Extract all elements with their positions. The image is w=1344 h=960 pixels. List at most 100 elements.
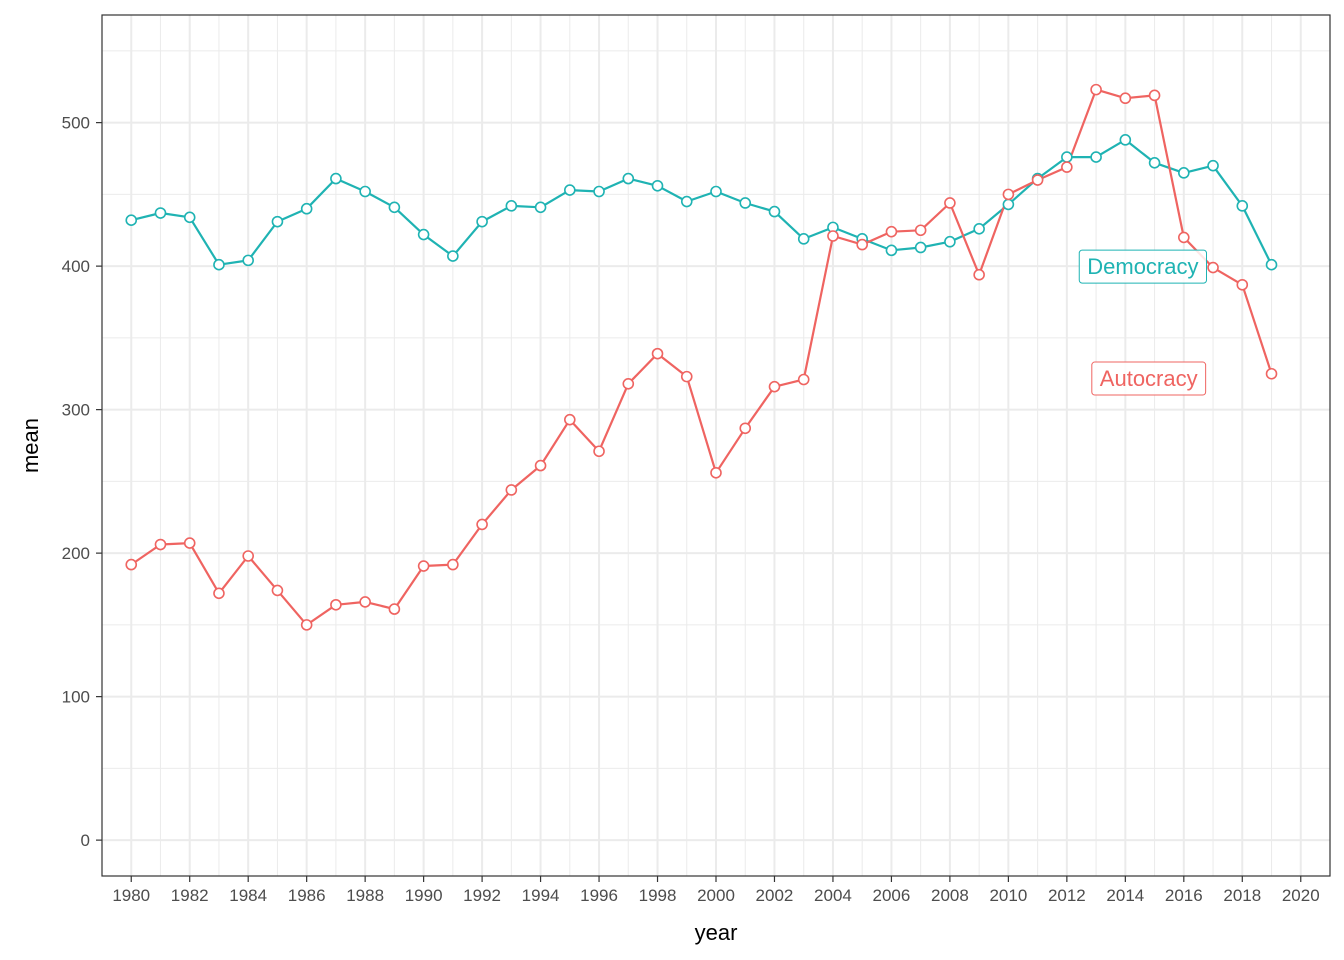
data-point-democracy: [271, 215, 284, 228]
data-point-democracy: [651, 179, 664, 192]
x-tick-label: 1986: [288, 886, 326, 905]
data-point-autocracy: [651, 347, 664, 360]
data-point-democracy: [593, 185, 605, 198]
data-point-democracy: [534, 201, 547, 214]
data-point-autocracy: [534, 459, 547, 472]
data-point-autocracy: [680, 370, 693, 383]
x-tick-label: 2014: [1106, 886, 1144, 905]
data-point-democracy: [1061, 151, 1073, 163]
data-point-autocracy: [505, 484, 518, 496]
data-point-democracy: [1265, 258, 1278, 271]
series-label-democracy: Democracy: [1078, 249, 1208, 284]
x-tick-label: 1984: [229, 886, 267, 905]
data-point-autocracy: [242, 550, 254, 562]
data-point-democracy: [1148, 157, 1161, 169]
x-tick-label: 1996: [580, 886, 618, 905]
data-point-democracy: [1119, 134, 1132, 146]
data-point-autocracy: [1002, 188, 1015, 201]
data-point-autocracy: [1148, 89, 1161, 102]
data-point-democracy: [300, 202, 313, 215]
series-label-box: [1078, 249, 1208, 284]
data-point-autocracy: [856, 238, 868, 251]
x-tick-label: 1982: [171, 886, 209, 905]
data-point-autocracy: [797, 373, 810, 386]
data-point-democracy: [622, 172, 635, 185]
data-point-autocracy: [330, 598, 342, 611]
series-label-box: [1091, 361, 1207, 396]
data-point-autocracy: [1236, 278, 1249, 291]
series-label-text: Autocracy: [1100, 366, 1198, 391]
data-point-autocracy: [1090, 83, 1102, 96]
data-point-autocracy: [388, 603, 401, 615]
data-point-democracy: [242, 254, 254, 267]
data-points: [125, 83, 1278, 631]
data-point-democracy: [505, 200, 518, 212]
data-point-autocracy: [1207, 261, 1219, 274]
data-point-autocracy: [768, 380, 781, 393]
series-label-text: Democracy: [1087, 254, 1198, 279]
data-point-democracy: [739, 197, 752, 209]
data-point-democracy: [768, 205, 781, 218]
data-point-democracy: [885, 244, 898, 257]
grid-lines: [101, 15, 1331, 876]
data-point-democracy: [680, 195, 693, 208]
x-tick-label: 2008: [931, 886, 969, 905]
data-point-democracy: [125, 214, 138, 227]
y-tick-label: 100: [62, 688, 90, 707]
data-point-autocracy: [1265, 367, 1278, 380]
y-tick-label: 500: [62, 114, 90, 133]
y-axis-title: mean: [18, 418, 43, 473]
y-tick-label: 0: [81, 831, 90, 850]
x-tick-label: 2000: [697, 886, 735, 905]
x-tick-label: 2012: [1048, 886, 1086, 905]
data-point-autocracy: [1061, 161, 1073, 173]
series-line-democracy: [130, 138, 1273, 266]
data-point-autocracy: [359, 596, 371, 608]
y-tick-label: 200: [62, 544, 90, 563]
x-tick-label: 1994: [522, 886, 560, 905]
data-point-democracy: [330, 172, 342, 185]
data-point-democracy: [417, 228, 430, 241]
data-point-autocracy: [271, 584, 284, 597]
data-point-democracy: [797, 233, 810, 245]
x-tick-label: 2004: [814, 886, 852, 905]
x-tick-label: 2006: [873, 886, 911, 905]
data-point-democracy: [447, 250, 459, 262]
series-lines: [130, 88, 1273, 626]
data-point-democracy: [973, 223, 985, 235]
data-point-autocracy: [827, 230, 839, 242]
data-point-autocracy: [710, 466, 722, 479]
data-point-democracy: [213, 258, 225, 271]
data-point-democracy: [154, 207, 167, 219]
x-tick-label: 2010: [989, 886, 1027, 905]
x-tick-label: 1992: [463, 886, 501, 905]
data-point-autocracy: [885, 225, 898, 238]
data-point-autocracy: [564, 413, 576, 426]
data-point-democracy: [388, 201, 401, 214]
series-line-autocracy: [130, 88, 1273, 626]
axes: 1980 1982 1984 1986 1988 1990 1992 1994 1996 1998…: [62, 14, 1331, 905]
y-tick-label: 400: [62, 257, 90, 276]
x-tick-label: 1998: [639, 886, 677, 905]
data-point-autocracy: [417, 560, 430, 572]
data-point-autocracy: [593, 445, 605, 458]
data-point-democracy: [1002, 198, 1015, 211]
data-point-autocracy: [944, 197, 956, 209]
x-tick-label: 1980: [112, 886, 150, 905]
data-point-democracy: [564, 184, 576, 196]
data-point-democracy: [944, 235, 956, 248]
data-point-autocracy: [914, 224, 927, 237]
data-point-democracy: [914, 241, 927, 254]
data-point-autocracy: [183, 537, 196, 549]
data-point-autocracy: [125, 558, 138, 571]
data-point-democracy: [1090, 151, 1102, 163]
data-point-democracy: [1207, 159, 1219, 172]
data-point-autocracy: [739, 422, 752, 435]
data-point-autocracy: [1178, 231, 1190, 244]
y-tick-label: 300: [62, 401, 90, 420]
series-labels: Democracy Autocracy: [1078, 249, 1208, 396]
data-point-autocracy: [1119, 92, 1132, 105]
x-tick-label: 2002: [756, 886, 794, 905]
data-point-democracy: [1236, 200, 1249, 212]
